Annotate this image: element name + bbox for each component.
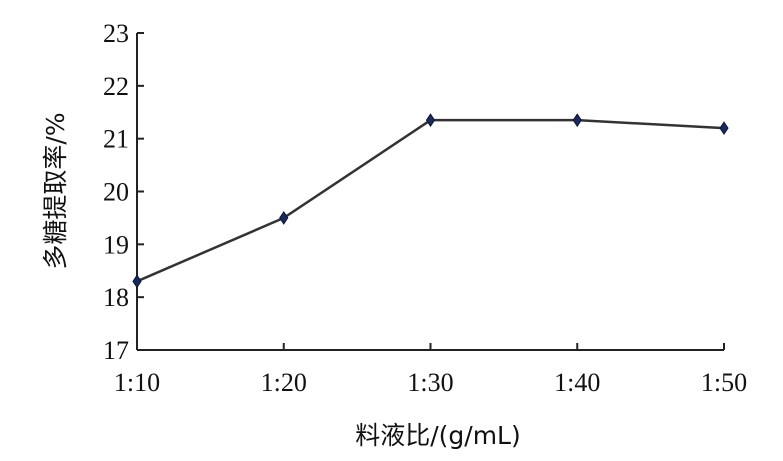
y-tick-label: 19 [103,230,129,259]
x-tick-label: 1:40 [554,368,600,397]
y-tick-label: 23 [103,19,129,48]
y-tick-label: 20 [103,178,129,207]
y-tick-label: 22 [103,72,129,101]
x-tick-label: 1:10 [114,368,160,397]
data-point [719,121,729,136]
x-tick-label: 1:50 [701,368,747,397]
series-line [136,118,725,283]
series [132,113,729,289]
x-tick-label: 1:30 [407,368,453,397]
data-point [279,211,289,225]
x-tick-label: 1:20 [261,368,307,397]
y-tick-label: 21 [103,125,129,154]
y-axis-title: 多糖提取率/% [41,112,70,269]
x-axis: 1:10 1:20 1:30 1:40 1:50 [114,343,747,397]
data-point [572,113,582,128]
data-point [132,274,142,289]
x-axis-title: 料液比/(g/mL) [355,421,521,450]
data-point [425,113,436,128]
y-tick-label: 18 [103,283,129,312]
y-tick-label: 17 [103,336,129,365]
y-axis: 17 18 19 20 21 22 23 [103,19,144,365]
